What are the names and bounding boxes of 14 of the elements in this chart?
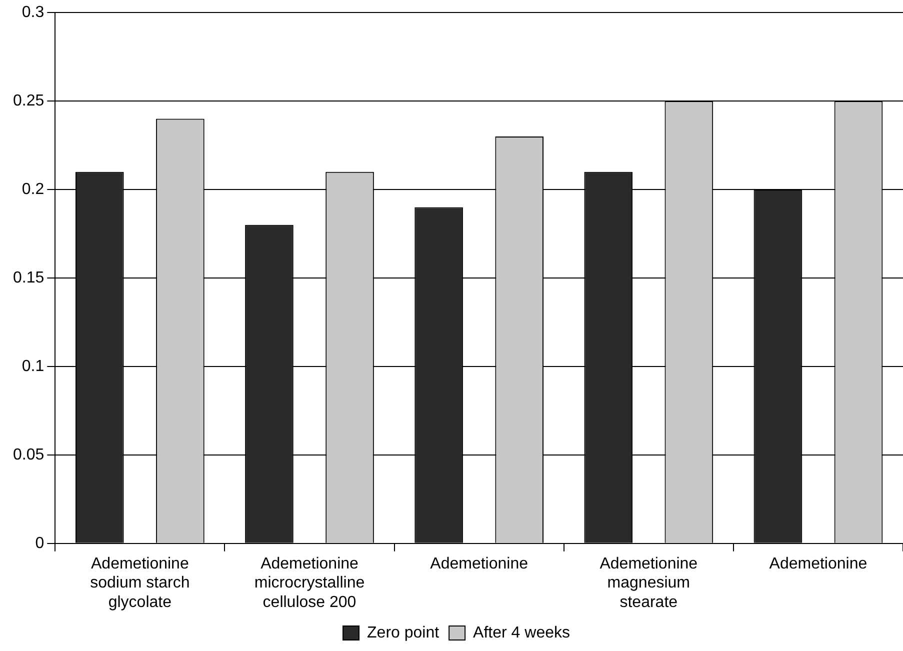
x-tick-label: Ademetionine microcrystalline cellulose 200 <box>254 555 365 611</box>
y-tick-label: 0.3 <box>22 4 44 22</box>
y-tick-label: 0.2 <box>22 180 44 198</box>
y-tick-label: 0.25 <box>13 92 44 110</box>
x-tick-label: Ademetionine <box>769 555 868 572</box>
legend-label: Zero point <box>367 624 440 642</box>
x-tick-label: Ademetionine magnesium stearate <box>600 555 698 611</box>
legend-label: After 4 weeks <box>473 624 570 642</box>
x-tick-label: Ademetionine sodium starch glycolate <box>90 555 190 611</box>
y-tick-label: 0 <box>35 534 44 552</box>
y-tick-label: 0.05 <box>13 446 44 464</box>
y-tick-label: 0.1 <box>22 358 44 375</box>
x-tick-label: Ademetionine <box>430 555 528 572</box>
y-tick-label: 0.15 <box>13 269 44 286</box>
